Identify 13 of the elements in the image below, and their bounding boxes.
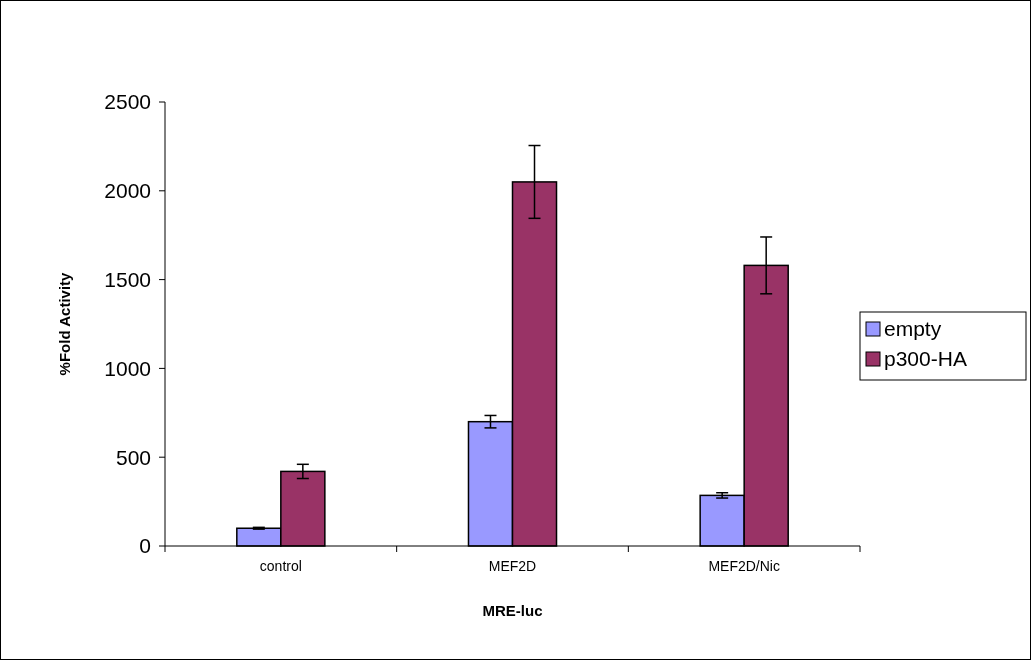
legend-label: p300-HA: [884, 347, 967, 371]
x-tick-label: control: [259, 558, 302, 574]
y-tick-label: 1500: [104, 267, 151, 291]
y-tick-label: 2000: [104, 179, 151, 203]
x-axis-title: MRE-luc: [482, 602, 543, 619]
x-tick-label: MEF2D/Nic: [708, 558, 780, 574]
legend-label: empty: [884, 317, 942, 341]
y-tick-label: 0: [139, 534, 151, 558]
y-tick-label: 1000: [104, 356, 151, 380]
y-tick-label: 500: [115, 445, 151, 469]
x-tick-label: MEF2D: [488, 558, 537, 574]
y-axis-title: %Fold Activity: [56, 271, 73, 376]
y-tick-label: 2500: [104, 90, 151, 114]
